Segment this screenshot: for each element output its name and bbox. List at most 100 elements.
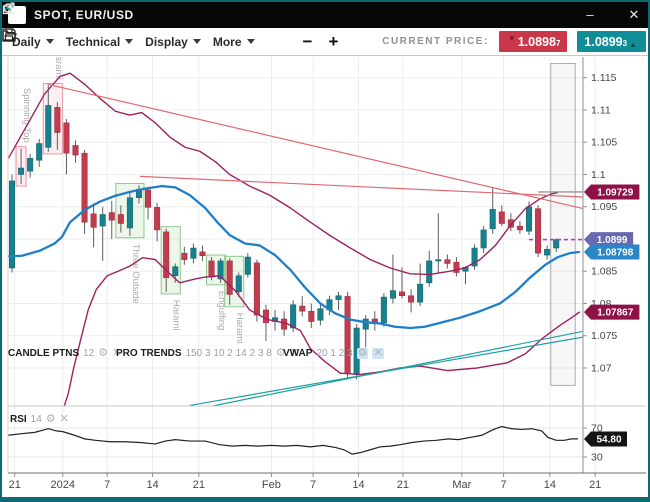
menu-daily[interactable]: Daily	[12, 35, 54, 49]
candle	[27, 158, 34, 172]
svg-text:21: 21	[193, 479, 205, 491]
menu-technical-label: Technical	[65, 34, 121, 49]
arrow-down-icon: ▼	[507, 34, 516, 43]
candle	[335, 295, 342, 300]
svg-text:14: 14	[146, 479, 158, 491]
minimize-button[interactable]: –	[586, 7, 594, 22]
candle	[544, 249, 551, 256]
svg-text:7: 7	[310, 479, 316, 491]
candle	[36, 143, 43, 161]
candle	[235, 275, 242, 293]
gear-icon[interactable]: ⚙	[98, 347, 109, 359]
svg-text:70: 70	[591, 423, 603, 435]
legend-candle-params: 12	[83, 348, 95, 359]
price-tag	[584, 431, 627, 447]
price-tag	[584, 232, 634, 248]
candle	[199, 251, 206, 256]
title-bar: SPOT, EUR/USD – ✕	[2, 2, 648, 28]
bid-price-badge[interactable]: ▼ 1.0898 7	[498, 31, 568, 52]
candle	[253, 262, 260, 316]
gear-icon[interactable]: ⚙	[356, 347, 369, 359]
svg-text:54.80: 54.80	[596, 435, 621, 446]
candle	[362, 318, 369, 330]
bid-price-value: 1.0898	[517, 34, 556, 49]
candle	[217, 260, 224, 280]
menu-more[interactable]: More	[213, 35, 255, 49]
gear-icon[interactable]: ⚙	[275, 347, 286, 359]
svg-text:21: 21	[9, 479, 21, 491]
legend-trends-name: PRO TRENDS	[116, 348, 182, 359]
svg-text:21: 21	[397, 479, 409, 491]
candle	[154, 207, 161, 231]
svg-text:1.115: 1.115	[591, 72, 617, 84]
candle	[444, 259, 451, 264]
pattern-label: Three Outside	[130, 244, 141, 304]
legend-vwap-name: VWAP	[283, 348, 313, 359]
svg-text:1.085: 1.085	[591, 266, 617, 278]
menu-display[interactable]: Display	[145, 35, 201, 49]
svg-text:1.095: 1.095	[591, 201, 617, 213]
candle	[507, 219, 514, 228]
legend-candle-patterns: CANDLE PTNS 12 ⚙ ✕	[8, 347, 122, 360]
svg-text:14: 14	[544, 479, 556, 491]
candle	[163, 231, 170, 278]
candle	[208, 260, 215, 278]
candle	[389, 290, 396, 299]
svg-text:1.07867: 1.07867	[597, 308, 634, 319]
legend-vwap: VWAP 20 1 2 3 ⚙ ✕	[283, 348, 384, 359]
candle	[498, 211, 505, 224]
close-icon[interactable]: ✕	[289, 347, 299, 359]
candle	[299, 305, 306, 312]
menu-display-label: Display	[145, 34, 188, 49]
window-title: SPOT, EUR/USD	[34, 8, 134, 22]
candle	[72, 145, 79, 156]
zoom-in-button[interactable]: +	[328, 31, 339, 51]
menu-more-label: More	[212, 34, 242, 49]
candle	[408, 295, 415, 303]
gear-icon[interactable]: ⚙	[45, 413, 56, 425]
candle	[453, 261, 460, 273]
candle	[380, 296, 387, 324]
candle	[90, 213, 97, 228]
candle	[553, 239, 560, 249]
legend-trends-params: 150 3 10 2 14 2 3 8	[185, 348, 272, 359]
candle	[54, 107, 61, 133]
price-tag	[584, 244, 640, 260]
close-window-icon[interactable]: ✕	[628, 7, 640, 22]
svg-text:1.1: 1.1	[591, 169, 606, 181]
svg-text:30: 30	[591, 452, 603, 464]
candle	[117, 214, 124, 224]
svg-text:21: 21	[589, 479, 601, 491]
svg-text:Feb: Feb	[262, 479, 281, 491]
svg-text:1.11: 1.11	[591, 104, 611, 116]
legend-rsi-name: RSI	[10, 414, 27, 425]
candle	[399, 291, 406, 296]
candle	[181, 252, 188, 260]
price-chart[interactable]: Spinning Top Harami Three Outside Harami Eng…	[2, 2, 648, 497]
menu-technical[interactable]: Technical	[65, 34, 134, 49]
legend-vwap-params: 20 1 2 3	[316, 348, 353, 359]
chevron-down-icon	[192, 39, 201, 44]
rsi-line	[8, 425, 578, 455]
candle	[45, 105, 52, 148]
svg-text:7: 7	[104, 479, 110, 491]
price-tag	[584, 304, 640, 320]
chevron-down-icon	[125, 39, 134, 44]
candle	[417, 283, 424, 303]
pattern-label: Spinning Top	[21, 88, 32, 143]
legend-rsi-params: 14	[30, 414, 42, 425]
candle	[535, 208, 542, 254]
candle	[489, 209, 496, 229]
close-icon[interactable]: ✕	[372, 347, 384, 359]
candle	[18, 167, 25, 175]
legend-rsi: RSI 14 ⚙ ✕	[10, 413, 69, 426]
legend-candle-name: CANDLE PTNS	[8, 348, 80, 359]
ask-price-badge[interactable]: 1.0899 3 ▲	[577, 31, 646, 52]
candle	[281, 318, 288, 330]
zoom-out-button[interactable]: −	[302, 31, 313, 51]
candle	[172, 266, 179, 276]
close-icon[interactable]: ✕	[112, 347, 122, 359]
pattern-label: Harami	[171, 300, 182, 331]
close-icon[interactable]: ✕	[59, 413, 69, 425]
